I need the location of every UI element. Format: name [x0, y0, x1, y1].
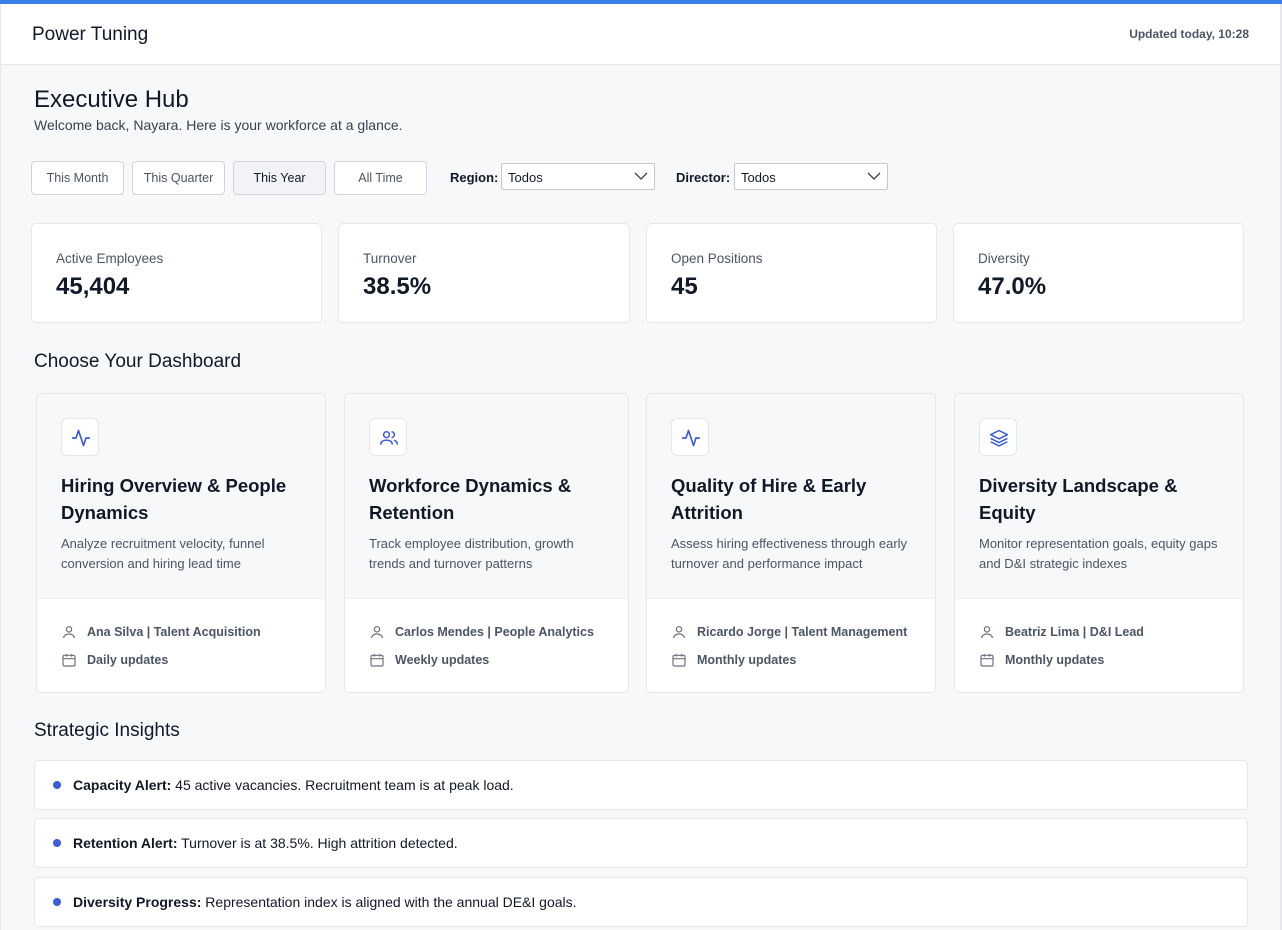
owner-text: Ana Silva | Talent Acquisition	[87, 625, 261, 639]
kpi-label: Active Employees	[56, 251, 164, 266]
insight-label: Capacity Alert:	[73, 777, 172, 793]
app-title: Power Tuning	[32, 24, 149, 45]
calendar-icon	[672, 654, 686, 667]
insight-text: Retention Alert: Turnover is at 38.5%. H…	[73, 835, 458, 851]
dashboard-description: Analyze recruitment velocity, funnel con…	[61, 536, 265, 571]
frequency-text: Daily updates	[87, 653, 169, 667]
user-icon	[673, 626, 685, 639]
dashboard-card-diversity-landscape[interactable]: Diversity Landscape & Equity Monitor rep…	[954, 393, 1244, 693]
users-icon	[369, 418, 407, 456]
welcome-text: Welcome back, Nayara. Here is your workf…	[34, 117, 403, 133]
kpi-card-active-employees: Active Employees 45,404	[31, 223, 322, 323]
bullet-dot-icon	[53, 781, 61, 789]
filter-this-month-button[interactable]: This Month	[31, 161, 124, 195]
region-label: Region:	[450, 170, 499, 185]
kpi-card-turnover: Turnover 38.5%	[338, 223, 630, 323]
kpi-label: Diversity	[978, 251, 1030, 266]
insight-capacity-alert: Capacity Alert: 45 active vacancies. Rec…	[34, 760, 1248, 810]
region-select-value: Todos	[508, 170, 543, 185]
user-icon	[981, 626, 993, 639]
dashboard-card-workforce-dynamics[interactable]: Workforce Dynamics & Retention Track emp…	[344, 393, 629, 693]
kpi-card-open-positions: Open Positions 45	[646, 223, 937, 323]
filter-all-time-button[interactable]: All Time	[334, 161, 427, 195]
dashboard-description: Assess hiring effectiveness through earl…	[671, 536, 908, 571]
insight-label: Retention Alert:	[73, 835, 178, 851]
insight-retention-alert: Retention Alert: Turnover is at 38.5%. H…	[34, 818, 1248, 868]
dashboard-description: Track employee distribution, growth tren…	[369, 536, 574, 571]
filter-this-quarter-button[interactable]: This Quarter	[132, 161, 225, 195]
kpi-label: Turnover	[363, 251, 417, 266]
dashboard-title: Workforce Dynamics & Retention	[369, 475, 572, 523]
director-select-value: Todos	[741, 170, 776, 185]
chevron-down-icon	[867, 172, 881, 180]
activity-icon	[61, 418, 99, 456]
user-icon	[63, 626, 75, 639]
app-header: Power Tuning Updated today, 10:28	[1, 4, 1280, 65]
kpi-value: 45,404	[56, 273, 130, 300]
dashboards-section-title: Choose Your Dashboard	[34, 351, 242, 372]
activity-icon	[671, 418, 709, 456]
owner-text: Ricardo Jorge | Talent Management	[697, 625, 908, 639]
director-select[interactable]: Todos	[734, 163, 888, 190]
right-border	[1280, 4, 1282, 930]
top-accent-bar	[0, 0, 1282, 4]
kpi-value: 45	[671, 273, 698, 300]
owner-text: Beatriz Lima | D&I Lead	[1005, 625, 1144, 639]
updated-timestamp: Updated today, 10:28	[1129, 27, 1249, 41]
insight-diversity-progress: Diversity Progress: Representation index…	[34, 877, 1248, 927]
dashboard-footer: Carlos Mendes | People Analytics Weekly …	[345, 598, 628, 692]
calendar-icon	[62, 654, 76, 667]
kpi-value: 47.0%	[978, 273, 1047, 300]
dashboard-title: Hiring Overview & People Dynamics	[61, 475, 287, 523]
calendar-icon	[370, 654, 384, 667]
insights-section-title: Strategic Insights	[34, 720, 180, 741]
insight-body: Turnover is at 38.5%. High attrition det…	[177, 835, 458, 851]
insight-text: Capacity Alert: 45 active vacancies. Rec…	[73, 777, 514, 793]
insight-label: Diversity Progress:	[73, 894, 202, 910]
dashboard-footer: Ricardo Jorge | Talent Management Monthl…	[647, 598, 935, 692]
kpi-label: Open Positions	[671, 251, 763, 266]
layers-icon	[979, 418, 1017, 456]
filter-this-year-button[interactable]: This Year	[233, 161, 326, 195]
kpi-card-diversity: Diversity 47.0%	[953, 223, 1244, 323]
director-label: Director:	[676, 170, 731, 185]
left-border	[0, 4, 1, 930]
frequency-text: Weekly updates	[395, 653, 490, 667]
bullet-dot-icon	[53, 898, 61, 906]
dashboard-description: Monitor representation goals, equity gap…	[979, 536, 1218, 571]
user-icon	[371, 626, 383, 639]
insight-body: Representation index is aligned with the…	[201, 894, 577, 910]
bullet-dot-icon	[53, 839, 61, 847]
dashboard-title: Quality of Hire & Early Attrition	[671, 475, 867, 523]
owner-text: Carlos Mendes | People Analytics	[395, 625, 594, 639]
chevron-down-icon	[634, 172, 648, 180]
dashboard-footer: Beatriz Lima | D&I Lead Monthly updates	[955, 598, 1243, 692]
dashboard-title: Diversity Landscape & Equity	[979, 475, 1178, 523]
kpi-value: 38.5%	[363, 273, 432, 300]
region-select[interactable]: Todos	[501, 163, 655, 190]
calendar-icon	[980, 654, 994, 667]
frequency-text: Monthly updates	[1005, 653, 1105, 667]
dashboard-card-hiring-overview[interactable]: Hiring Overview & People Dynamics Analyz…	[36, 393, 326, 693]
insight-text: Diversity Progress: Representation index…	[73, 894, 577, 910]
insight-body: 45 active vacancies. Recruitment team is…	[171, 777, 514, 793]
dashboard-footer: Ana Silva | Talent Acquisition Daily upd…	[37, 598, 325, 692]
dashboard-card-quality-of-hire[interactable]: Quality of Hire & Early Attrition Assess…	[646, 393, 936, 693]
page-title: Executive Hub	[34, 86, 189, 113]
frequency-text: Monthly updates	[697, 653, 797, 667]
